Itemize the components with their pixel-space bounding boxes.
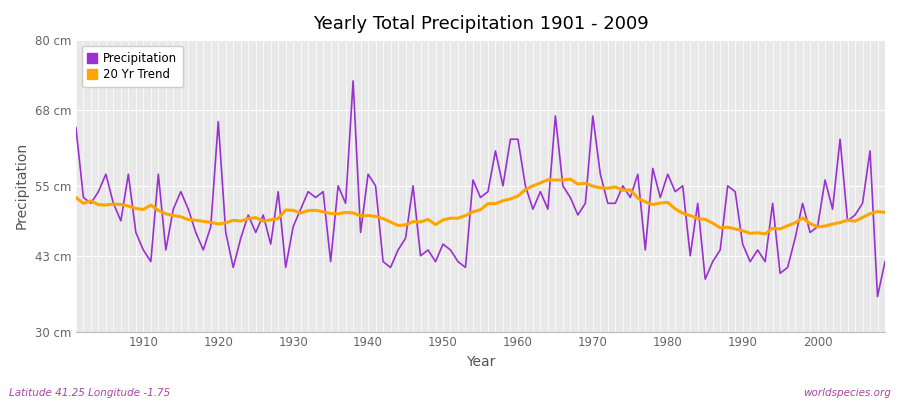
- Y-axis label: Precipitation: Precipitation: [15, 142, 29, 230]
- Title: Yearly Total Precipitation 1901 - 2009: Yearly Total Precipitation 1901 - 2009: [312, 15, 648, 33]
- X-axis label: Year: Year: [466, 355, 495, 369]
- Text: Latitude 41.25 Longitude -1.75: Latitude 41.25 Longitude -1.75: [9, 388, 170, 398]
- Legend: Precipitation, 20 Yr Trend: Precipitation, 20 Yr Trend: [82, 46, 183, 87]
- Text: worldspecies.org: worldspecies.org: [803, 388, 891, 398]
